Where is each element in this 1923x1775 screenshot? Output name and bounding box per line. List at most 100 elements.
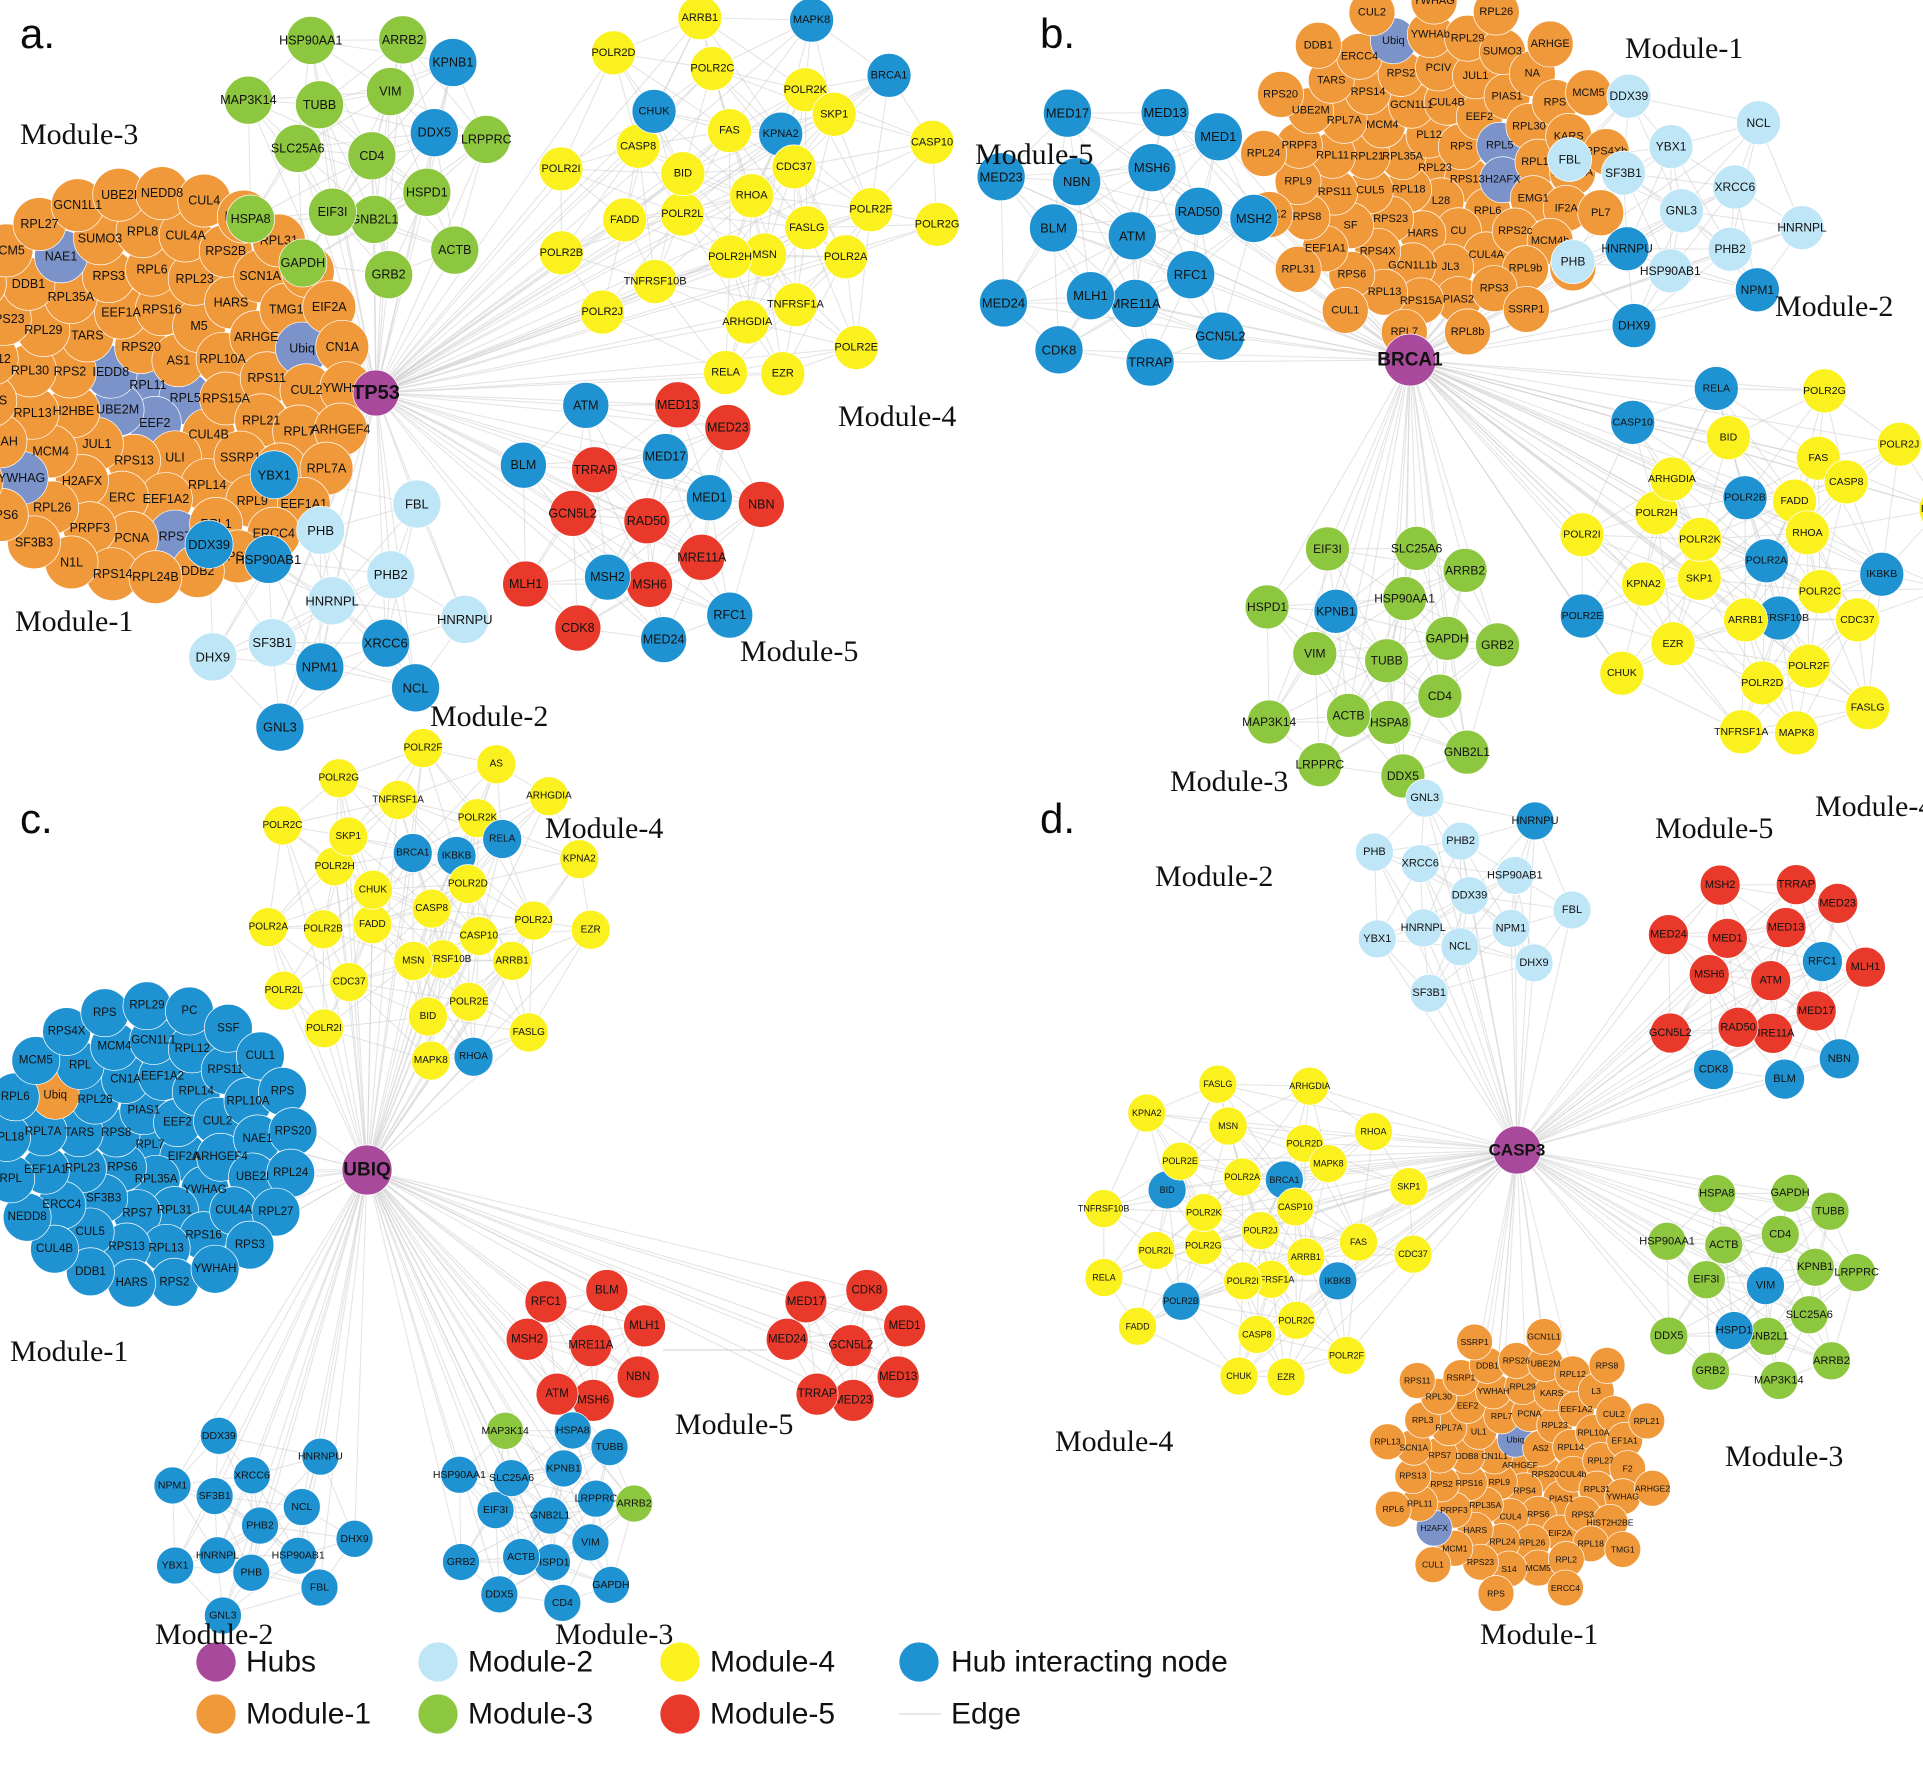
svg-text:ARRB2: ARRB2 (1445, 563, 1485, 577)
svg-text:MED13: MED13 (879, 1371, 917, 1383)
svg-text:POLR2A: POLR2A (1746, 555, 1787, 567)
svg-text:DDB1: DDB1 (75, 1266, 106, 1278)
svg-text:CUL1: CUL1 (246, 1050, 275, 1062)
svg-text:SKP1: SKP1 (1397, 1182, 1420, 1192)
svg-text:NPM1: NPM1 (1496, 922, 1527, 934)
svg-text:FAS: FAS (1350, 1237, 1367, 1247)
svg-text:RPL27: RPL27 (20, 217, 58, 231)
svg-text:HSPA8: HSPA8 (556, 1424, 590, 1436)
svg-text:HSP90AB1: HSP90AB1 (1487, 869, 1543, 881)
svg-text:RPL10A: RPL10A (1577, 1427, 1609, 1437)
svg-text:RPS6: RPS6 (1337, 268, 1366, 280)
svg-text:GCN1L1: GCN1L1 (131, 1035, 176, 1047)
svg-text:SF3B1: SF3B1 (1412, 987, 1446, 999)
svg-text:ACTB: ACTB (1709, 1239, 1738, 1251)
svg-text:TMG1: TMG1 (269, 303, 304, 317)
svg-text:RPS6: RPS6 (1527, 1509, 1550, 1519)
svg-text:ATM: ATM (1759, 975, 1781, 987)
svg-text:MSN: MSN (402, 955, 424, 966)
svg-text:GNL3: GNL3 (263, 720, 297, 735)
svg-text:CDK8: CDK8 (1699, 1063, 1728, 1075)
svg-text:RPS13: RPS13 (1450, 173, 1485, 185)
svg-text:TNFRSF10B: TNFRSF10B (1078, 1204, 1130, 1214)
svg-text:RPL13: RPL13 (149, 1242, 184, 1254)
svg-text:SCN1A: SCN1A (1400, 1442, 1429, 1452)
svg-text:RELA: RELA (1703, 382, 1730, 394)
svg-text:UL1: UL1 (1471, 1426, 1487, 1436)
svg-text:EMG1: EMG1 (1518, 193, 1549, 205)
svg-text:POLR2H: POLR2H (1636, 507, 1678, 519)
svg-text:ARRB2: ARRB2 (617, 1498, 652, 1510)
svg-text:MED17: MED17 (787, 1296, 825, 1308)
svg-text:MAP3K14: MAP3K14 (220, 93, 276, 107)
svg-text:POLR2C: POLR2C (1799, 586, 1841, 598)
svg-text:DDX39: DDX39 (1609, 89, 1648, 103)
svg-text:RPS20: RPS20 (1263, 88, 1298, 100)
svg-text:CHUK: CHUK (1607, 667, 1637, 679)
svg-text:POLR2F: POLR2F (849, 204, 892, 216)
svg-text:RPL21: RPL21 (242, 413, 280, 427)
svg-text:MED24: MED24 (1650, 929, 1687, 941)
svg-text:H2AFX: H2AFX (1485, 174, 1521, 186)
svg-text:RPS6: RPS6 (107, 1161, 137, 1173)
svg-text:RPL11: RPL11 (129, 378, 166, 392)
svg-text:MED1: MED1 (692, 491, 727, 505)
svg-text:DHX9: DHX9 (341, 1533, 369, 1545)
svg-text:HSPA8: HSPA8 (231, 212, 271, 226)
svg-text:UBE2M: UBE2M (96, 403, 139, 417)
svg-text:RPL35A: RPL35A (48, 290, 95, 304)
svg-text:NPM1: NPM1 (1741, 283, 1775, 297)
svg-text:POLR2K: POLR2K (784, 84, 828, 96)
svg-text:ARHGDIA: ARHGDIA (1289, 1081, 1330, 1091)
svg-text:FAS: FAS (1808, 452, 1828, 464)
svg-text:RPL7A: RPL7A (1435, 1423, 1462, 1433)
svg-text:MLH1: MLH1 (1851, 961, 1880, 973)
svg-text:IKBKB: IKBKB (1866, 568, 1897, 580)
svg-text:ARRB2: ARRB2 (1813, 1355, 1850, 1367)
svg-text:SKP1: SKP1 (820, 108, 848, 120)
svg-text:POLR2D: POLR2D (448, 878, 488, 889)
svg-text:RPL35A: RPL35A (1469, 1500, 1501, 1510)
svg-text:RPL7: RPL7 (284, 425, 315, 439)
svg-text:VHAH: VHAH (0, 434, 18, 448)
svg-text:IKBKB: IKBKB (1325, 1276, 1352, 1286)
svg-text:RPS: RPS (1544, 97, 1567, 109)
svg-text:EEF2: EEF2 (1457, 1400, 1479, 1410)
svg-text:PRPF3: PRPF3 (1440, 1505, 1468, 1515)
svg-text:SF3B3: SF3B3 (15, 535, 53, 549)
svg-text:MED13: MED13 (1143, 105, 1186, 120)
svg-text:CUL4b: CUL4b (1560, 1469, 1587, 1479)
svg-text:PCIV: PCIV (1426, 62, 1452, 74)
svg-text:RPS: RPS (271, 1085, 295, 1097)
svg-text:BID: BID (420, 1011, 437, 1022)
svg-text:SF3B3: SF3B3 (86, 1192, 121, 1204)
svg-text:MED13: MED13 (1768, 921, 1805, 933)
svg-text:RPS13: RPS13 (1399, 1471, 1426, 1481)
svg-text:RPL3: RPL3 (1412, 1415, 1434, 1425)
svg-text:RELA: RELA (489, 834, 515, 845)
svg-text:EEF2: EEF2 (1466, 111, 1494, 123)
svg-text:IF2A: IF2A (1555, 202, 1579, 214)
svg-text:N1L: N1L (60, 555, 83, 569)
svg-text:RFC1: RFC1 (1174, 267, 1208, 282)
svg-text:CASP8: CASP8 (620, 140, 656, 152)
svg-text:CD4: CD4 (552, 1597, 573, 1609)
svg-text:RPL31: RPL31 (1281, 263, 1315, 275)
svg-text:PHB2: PHB2 (1446, 835, 1475, 847)
svg-text:CU: CU (1450, 225, 1466, 237)
svg-text:HNRNPU: HNRNPU (1511, 815, 1558, 827)
svg-text:PHB2: PHB2 (374, 567, 408, 582)
svg-text:POLR2I: POLR2I (541, 163, 580, 175)
svg-text:POLR2A: POLR2A (1225, 1172, 1261, 1182)
svg-text:RPL10A: RPL10A (227, 1096, 270, 1108)
svg-text:POLR2E: POLR2E (835, 342, 878, 354)
svg-text:HARS: HARS (1408, 228, 1439, 240)
svg-text:RPL14: RPL14 (188, 478, 226, 492)
svg-text:TMG1: TMG1 (1611, 1544, 1635, 1554)
svg-text:HSP90AB1: HSP90AB1 (1640, 264, 1701, 278)
svg-text:PHB2: PHB2 (1715, 242, 1747, 256)
svg-text:MCM1: MCM1 (1442, 1543, 1468, 1553)
svg-text:RPL24: RPL24 (1489, 1536, 1515, 1546)
svg-text:RPL9b: RPL9b (1509, 263, 1543, 275)
svg-text:MSH6: MSH6 (1694, 969, 1725, 981)
